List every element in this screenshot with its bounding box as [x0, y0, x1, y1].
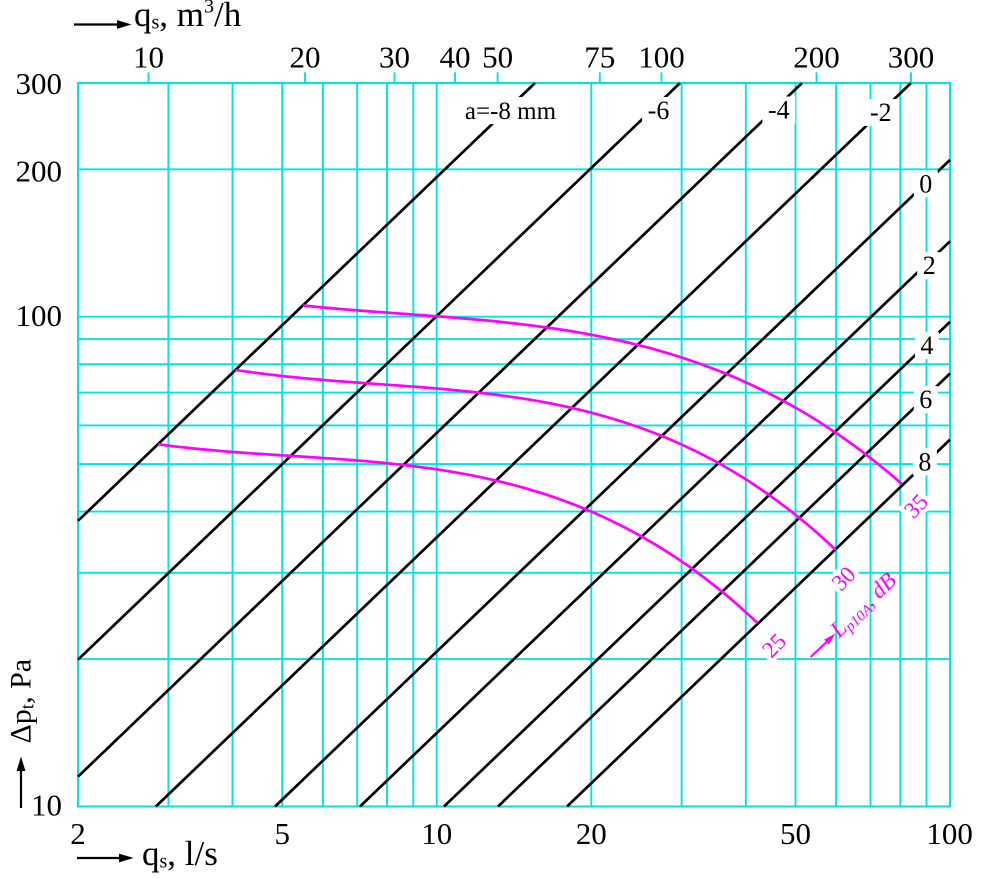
svg-text:-2: -2 [870, 98, 892, 127]
svg-text:10: 10 [31, 788, 62, 823]
svg-text:300: 300 [888, 39, 935, 74]
svg-text:2: 2 [923, 251, 936, 280]
svg-text:qs, l/s: qs, l/s [142, 834, 218, 873]
svg-text:-6: -6 [648, 96, 670, 125]
svg-text:2: 2 [70, 816, 86, 851]
svg-text:6: 6 [919, 385, 932, 414]
svg-text:10: 10 [133, 39, 164, 74]
svg-text:0: 0 [919, 170, 932, 199]
svg-text:75: 75 [584, 39, 615, 74]
svg-text:50: 50 [482, 39, 513, 74]
svg-text:30: 30 [379, 39, 410, 74]
svg-text:20: 20 [576, 816, 607, 851]
svg-text:20: 20 [290, 39, 321, 74]
svg-text:Δpt, Pa: Δpt, Pa [5, 659, 39, 744]
svg-text:100: 100 [926, 816, 973, 851]
svg-text:10: 10 [421, 816, 452, 851]
svg-text:4: 4 [921, 331, 934, 360]
svg-text:100: 100 [16, 298, 63, 333]
svg-text:300: 300 [16, 66, 63, 101]
svg-text:40: 40 [440, 39, 471, 74]
svg-text:50: 50 [780, 816, 811, 851]
svg-text:a=-8 mm: a=-8 mm [465, 98, 557, 125]
svg-text:100: 100 [638, 39, 685, 74]
svg-text:200: 200 [793, 39, 840, 74]
svg-text:qs, m3/h: qs, m3/h [134, 0, 242, 34]
svg-text:-4: -4 [768, 96, 790, 125]
svg-text:5: 5 [274, 816, 290, 851]
svg-text:200: 200 [16, 153, 63, 188]
svg-text:8: 8 [918, 447, 931, 476]
